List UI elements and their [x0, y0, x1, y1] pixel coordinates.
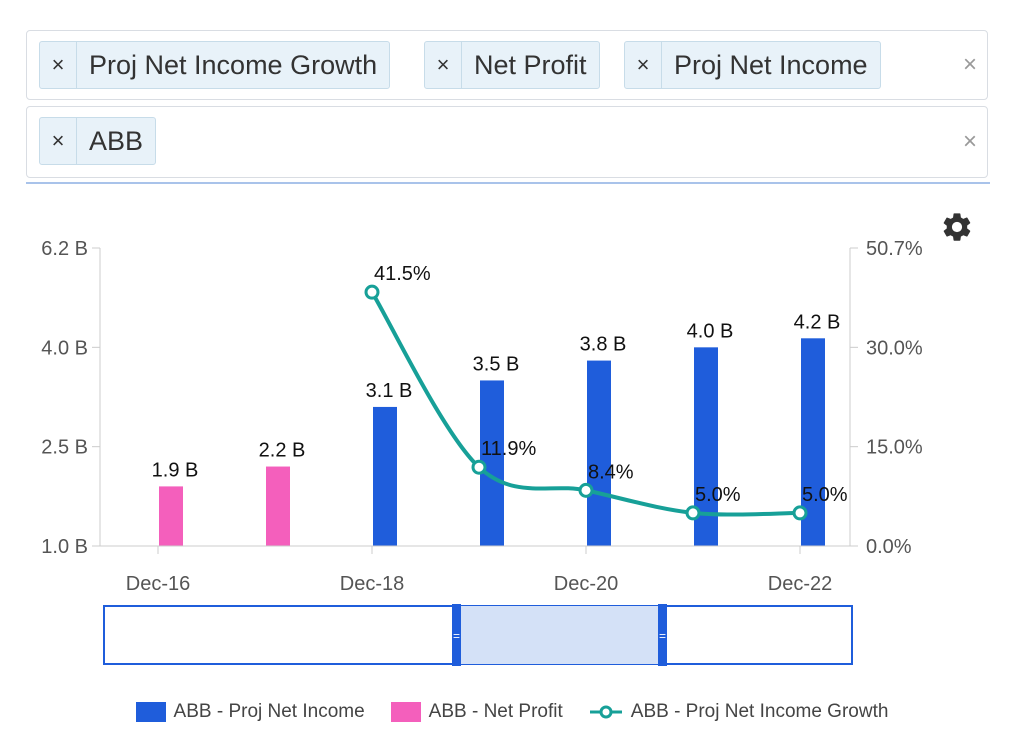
chart-legend: ABB - Proj Net Income ABB - Net Profit A… — [0, 700, 1024, 724]
left-axis-tick-label: 4.0 B — [41, 337, 88, 359]
right-axis-tick-label: 50.7% — [866, 238, 923, 260]
range-handle-left[interactable] — [452, 604, 461, 666]
remove-tag-icon[interactable]: × — [625, 42, 662, 88]
growth-data-label: 41.5% — [374, 263, 431, 285]
metric-filter-box[interactable]: × Proj Net Income Growth × Net Profit × … — [26, 30, 988, 100]
metric-tag-label: Net Profit — [474, 49, 587, 80]
legend-label: ABB - Proj Net Income — [173, 701, 365, 722]
bar-data-label: 4.2 B — [794, 311, 841, 333]
bar-Dec-16[interactable] — [159, 486, 183, 546]
left-axis-tick-label: 2.5 B — [41, 437, 88, 459]
growth-data-label: 5.0% — [802, 484, 848, 506]
legend-label: ABB - Proj Net Income Growth — [630, 701, 889, 722]
legend-item-proj-net-income-growth[interactable]: ABB - Proj Net Income Growth — [589, 701, 889, 723]
growth-point-Dec-18[interactable] — [364, 284, 380, 300]
divider — [26, 182, 990, 184]
x-axis-tick-label: Dec-20 — [554, 573, 618, 595]
settings-gear-icon[interactable] — [940, 210, 974, 244]
remove-tag-icon[interactable]: × — [40, 118, 77, 164]
x-axis-tick-label: Dec-18 — [340, 573, 404, 595]
legend-item-net-profit[interactable]: ABB - Net Profit — [390, 701, 563, 723]
left-axis-tick-label: 6.2 B — [41, 238, 88, 260]
legend-swatch-net-profit — [390, 702, 421, 722]
growth-point-Dec-19[interactable] — [471, 459, 487, 475]
range-handle-left-grip-icon: = — [453, 629, 460, 643]
growth-point-Dec-21[interactable] — [685, 505, 701, 521]
growth-point-Dec-22[interactable] — [792, 505, 808, 521]
legend-item-proj-net-income[interactable]: ABB - Proj Net Income — [135, 701, 365, 723]
clear-companies-icon[interactable]: × — [962, 128, 977, 155]
range-handle-right-grip-icon: = — [659, 629, 666, 643]
x-axis-tick-label: Dec-16 — [126, 573, 190, 595]
range-navigator-selection[interactable] — [456, 606, 664, 664]
bar-data-label: 4.0 B — [687, 320, 734, 342]
x-axis-tick-label: Dec-22 — [768, 573, 832, 595]
bar-data-label: 3.5 B — [473, 353, 520, 375]
growth-data-label: 11.9% — [481, 438, 536, 460]
bar-Dec-17[interactable] — [266, 466, 290, 546]
bar-Dec-18[interactable] — [373, 406, 397, 546]
growth-data-label: 5.0% — [695, 484, 741, 506]
growth-data-label: 8.4% — [588, 461, 634, 483]
bar-data-label: 3.8 B — [580, 334, 627, 356]
company-tag-label: ABB — [89, 125, 144, 156]
remove-tag-icon[interactable]: × — [425, 42, 462, 88]
metric-tag-label: Proj Net Income Growth — [89, 49, 378, 80]
right-axis-tick-label: 15.0% — [866, 437, 923, 459]
metric-tag-label: Proj Net Income — [674, 49, 868, 80]
company-tag-abb: × ABB — [39, 117, 157, 165]
bar-data-label: 3.1 B — [366, 380, 413, 402]
metric-tag-proj-net-income: × Proj Net Income — [624, 41, 881, 89]
legend-label: ABB - Net Profit — [428, 701, 563, 722]
company-filter-box[interactable]: × ABB × — [26, 106, 988, 178]
metric-tag-proj-net-income-growth: × Proj Net Income Growth — [39, 41, 391, 89]
range-handle-right[interactable] — [658, 604, 667, 666]
left-axis-tick-label: 1.0 B — [41, 536, 88, 558]
legend-swatch-proj-net-income — [135, 702, 166, 722]
bar-Dec-20[interactable] — [587, 360, 611, 546]
bar-data-label: 1.9 B — [152, 459, 199, 481]
growth-point-Dec-20[interactable] — [578, 482, 594, 498]
growth-line — [370, 291, 801, 517]
metric-tag-net-profit: × Net Profit — [424, 41, 600, 89]
clear-metrics-icon[interactable]: × — [962, 51, 977, 78]
chart-area: 1.9 B 2.2 B 3.1 B 3.5 B 3.8 B 4.0 B 4.2 B 41.5%… — [41, 238, 923, 666]
legend-line-marker-icon — [589, 705, 622, 719]
remove-tag-icon[interactable]: × — [40, 42, 77, 88]
bar-data-label: 2.2 B — [259, 440, 306, 462]
right-axis-tick-label: 30.0% — [866, 337, 923, 359]
right-axis-tick-label: 0.0% — [866, 536, 912, 558]
